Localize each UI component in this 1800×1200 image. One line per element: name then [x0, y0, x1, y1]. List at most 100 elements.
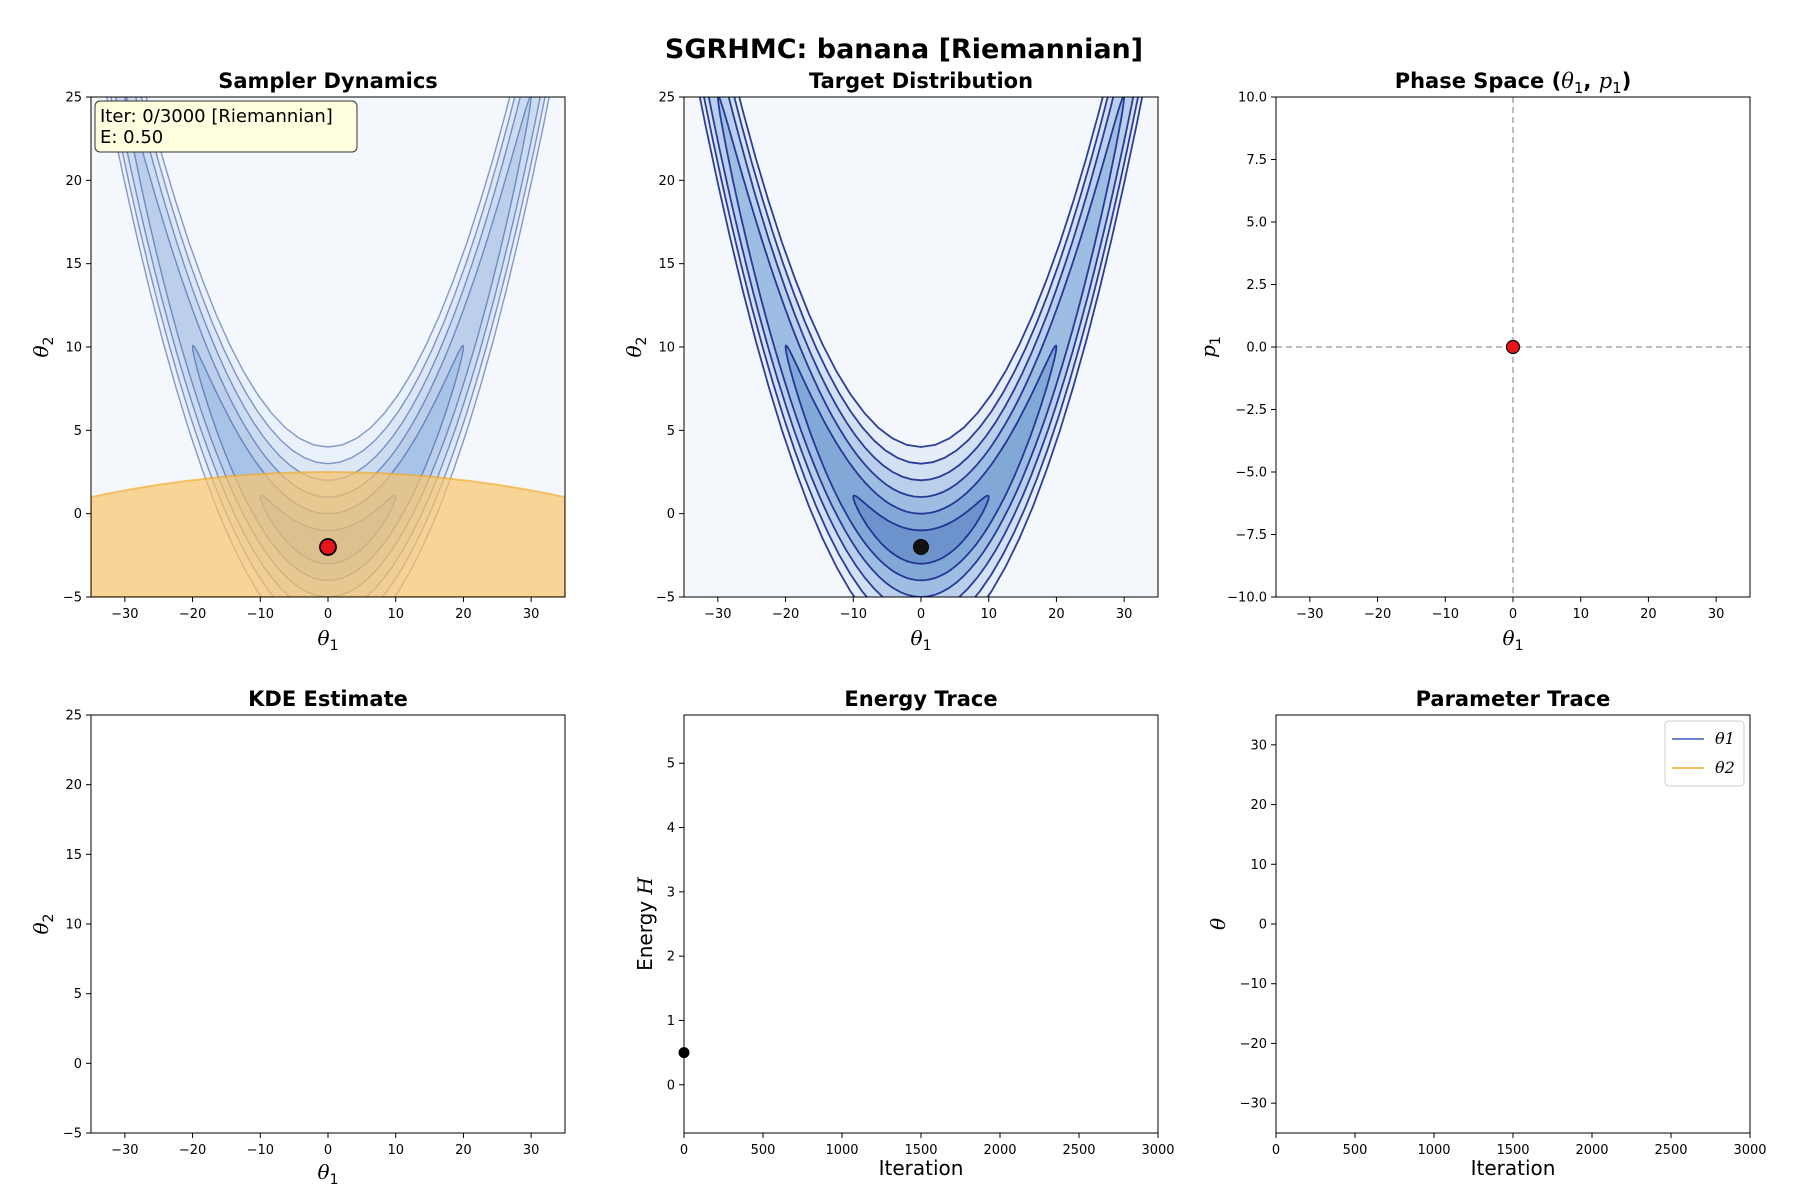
current-sample-marker	[913, 539, 929, 555]
x-tick-label: 10	[1572, 607, 1589, 622]
density-fill-level	[717, 97, 1125, 597]
density-fill-level	[708, 97, 1134, 597]
x-tick-label: 20	[455, 607, 472, 622]
x-tick-label: 2500	[1062, 1143, 1095, 1158]
density-fill-level	[115, 97, 541, 597]
contour-line	[110, 97, 546, 597]
x-tick-labels: 0 500 1000 1500 2000 2500 3000	[1272, 1133, 1767, 1158]
y-axis-label: p1	[1196, 336, 1224, 358]
subscript: 1	[1208, 336, 1224, 345]
title-prefix: Phase Space (	[1395, 69, 1562, 93]
x-tick-label: 500	[751, 1143, 776, 1158]
x-tick-label: −10	[1432, 607, 1459, 622]
x-tick-label: 30	[523, 1143, 540, 1158]
y-tick-labels: −5 0 5 10 15 20 25	[63, 709, 91, 1142]
annotation-energy: E: 0.50	[100, 127, 163, 148]
x-axis-label: Iteration	[1471, 1156, 1556, 1180]
x-axis-label: θ1	[1503, 626, 1524, 654]
legend-label-theta2: θ2	[1715, 758, 1735, 777]
x-tick-label: 0	[324, 607, 332, 622]
y-tick-label: 0.0	[1246, 341, 1267, 356]
y-tick-label: 10	[1250, 858, 1267, 873]
x-tick-labels: −30 −20 −10 0 10 20 30	[704, 597, 1132, 622]
subscript: 2	[634, 337, 650, 346]
x-tick-label: 1500	[904, 1143, 937, 1158]
y-tick-label: −10	[1240, 977, 1267, 992]
y-tick-label: 10	[658, 341, 675, 356]
x-axis-label: θ1	[318, 1160, 339, 1188]
iteration-annotation: Iter: 0/3000 [Riemannian] E: 0.50	[94, 100, 358, 153]
annotation-box	[94, 100, 358, 153]
x-tick-label: 500	[1343, 1143, 1368, 1158]
panel-title: Sampler Dynamics	[218, 69, 438, 93]
contour-line	[703, 97, 1139, 597]
y-tick-label: 0	[74, 507, 82, 522]
y-tick-label: 15	[65, 848, 82, 863]
y-tick-label: 5.0	[1246, 216, 1267, 231]
panel-title: Parameter Trace	[1416, 687, 1611, 711]
y-tick-label: −7.5	[1235, 528, 1267, 543]
parameter-trace-panel: Parameter Trace 0 500 1000 1500 2000 2500 3000…	[1206, 687, 1767, 1180]
annotation-iteration: Iter: 0/3000 [Riemannian]	[100, 106, 333, 127]
y-tick-label: 25	[658, 91, 675, 106]
y-tick-label: 15	[65, 257, 82, 272]
x-tick-label: −30	[704, 607, 731, 622]
y-tick-labels: −30 −20 −10 0 10 20 30	[1240, 738, 1276, 1112]
subscript: 1	[1515, 638, 1524, 654]
y-tick-label: 1	[667, 1014, 675, 1029]
panel-title: Energy Trace	[844, 687, 997, 711]
y-axis-label: Energy H	[633, 877, 657, 971]
plot-area	[684, 715, 1158, 1133]
x-tick-label: 30	[523, 607, 540, 622]
subscript: 2	[41, 914, 57, 923]
x-tick-label: 0	[1509, 607, 1517, 622]
contour-line	[852, 494, 990, 565]
legend-box	[1664, 720, 1745, 787]
figure-title: SGRHMC: banana [Riemannian]	[665, 34, 1143, 65]
contour-line	[716, 97, 1126, 597]
x-tick-labels: −30 −20 −10 0 10 20 30	[1296, 597, 1724, 622]
mass-matrix-region	[91, 471, 565, 597]
x-tick-label: 3000	[1141, 1143, 1174, 1158]
y-tick-labels: 0 1 2 3 4 5	[667, 757, 684, 1093]
y-tick-label: −2.5	[1235, 403, 1267, 418]
y-tick-label: 10	[65, 918, 82, 933]
y-axis-label: θ2	[29, 337, 57, 358]
y-tick-label: 2.5	[1246, 278, 1267, 293]
density-fill-level	[785, 345, 1057, 581]
x-tick-label: −30	[1296, 607, 1323, 622]
contour-line	[106, 97, 550, 597]
y-tick-label: 20	[65, 778, 82, 793]
x-tick-label: 30	[1116, 607, 1133, 622]
x-tick-label: −20	[179, 607, 206, 622]
y-tick-label: 0	[1259, 918, 1267, 933]
y-tick-label: 5	[74, 987, 82, 1002]
y-tick-label: −5.0	[1235, 466, 1267, 481]
y-tick-label: −5	[63, 591, 82, 606]
x-tick-label: 10	[980, 607, 997, 622]
y-tick-label: −5	[656, 591, 675, 606]
density-fill-level	[853, 495, 989, 564]
x-tick-label: −10	[840, 607, 867, 622]
y-tick-label: 20	[1250, 798, 1267, 813]
phase-space-panel: Phase Space (θ1, p1) −30 −20 −10 0 10 20 30 −1…	[1196, 69, 1751, 654]
x-tick-labels: −30 −20 −10 0 10 20 30	[111, 1133, 539, 1158]
x-tick-label: 0	[917, 607, 925, 622]
y-tick-label: −10.0	[1227, 591, 1267, 606]
axes-frame	[90, 714, 566, 1134]
legend-label-theta1: θ1	[1715, 729, 1735, 748]
x-axis-label: θ1	[911, 626, 932, 654]
x-tick-label: −20	[179, 1143, 206, 1158]
y-tick-label: 25	[65, 709, 82, 724]
x-tick-label: 20	[1640, 607, 1657, 622]
energy-trace-panel: Energy Trace 0 500 1000 1500 2000 2500 3000 0 1…	[633, 687, 1175, 1180]
x-tick-label: 1500	[1496, 1143, 1529, 1158]
y-tick-label: 7.5	[1246, 153, 1267, 168]
label-word: Energy	[633, 895, 657, 971]
y-tick-labels: −5 0 5 10 15 20 25	[656, 91, 684, 606]
subscript: 1	[923, 638, 932, 654]
y-tick-label: 4	[667, 821, 675, 836]
label-symbol: H	[633, 877, 657, 896]
panel-title: Phase Space (θ1, p1)	[1395, 69, 1632, 97]
contour-line	[698, 97, 1144, 597]
